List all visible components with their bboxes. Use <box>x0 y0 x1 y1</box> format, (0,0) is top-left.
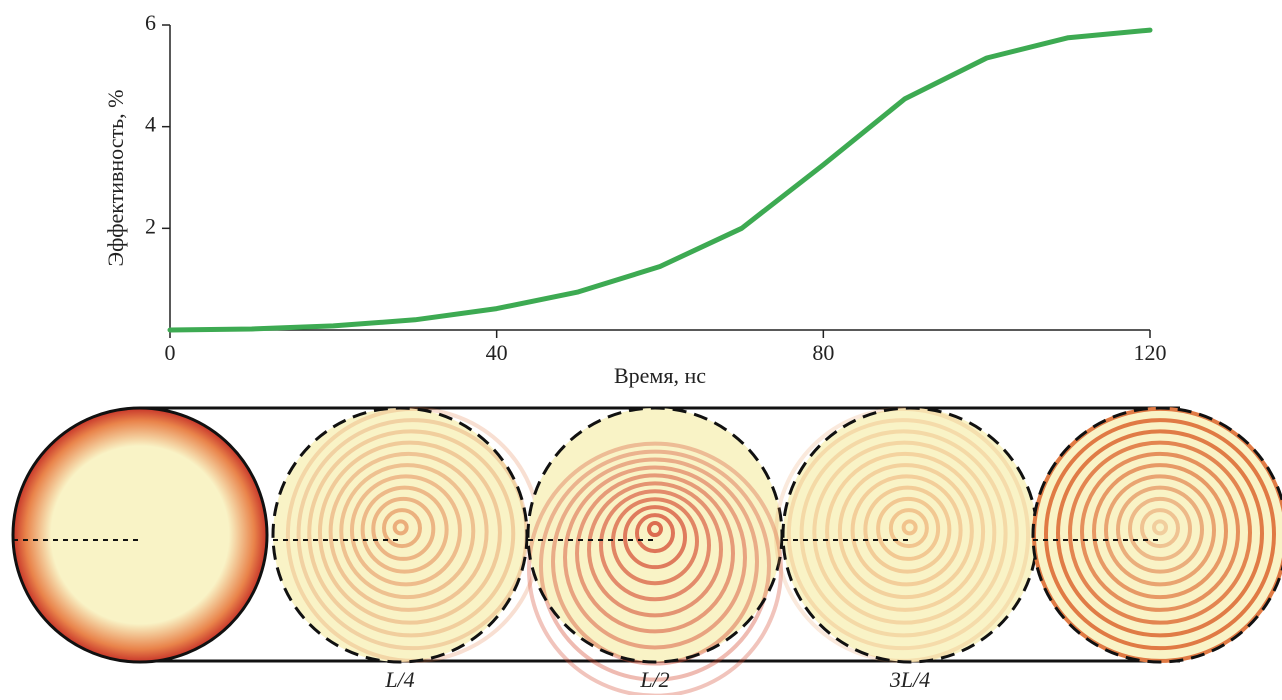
field-ring <box>888 508 929 549</box>
field-disk <box>783 408 1037 662</box>
panel-label: 3L/4 <box>889 667 930 692</box>
panel-label: L/4 <box>384 667 414 692</box>
field-ring <box>381 508 422 549</box>
field-ring <box>587 481 723 618</box>
x-tick-label: 80 <box>812 340 834 365</box>
y-tick-label: 2 <box>145 213 156 238</box>
field-ring <box>551 457 759 666</box>
y-tick-label: 4 <box>145 112 156 137</box>
field-ring <box>328 451 489 612</box>
field-ring <box>1044 418 1276 651</box>
field-ring <box>563 465 747 650</box>
field-ring <box>799 429 1008 638</box>
field-ring <box>876 496 941 561</box>
field-ring <box>539 449 771 682</box>
field-ring <box>307 429 516 638</box>
field-ring <box>349 474 462 587</box>
field-ring <box>812 440 997 625</box>
field-ring <box>1080 451 1240 612</box>
line <box>167 27 1153 333</box>
y-axis-label: Эффективность, % <box>103 90 128 267</box>
field-ring <box>611 497 699 586</box>
field-ring <box>317 440 502 625</box>
field-ring <box>863 485 952 574</box>
y-tick-label: 6 <box>145 10 156 35</box>
x-tick-label: 40 <box>486 340 508 365</box>
field-ring <box>901 519 918 536</box>
field-ring <box>825 451 986 612</box>
field-disk <box>13 408 267 662</box>
field-ring <box>339 463 476 600</box>
field-ring <box>1116 485 1204 574</box>
field-ring <box>360 485 449 574</box>
disk-outline <box>1031 406 1282 664</box>
field-ring <box>623 505 687 570</box>
field-ring <box>837 463 974 600</box>
field-panels <box>11 406 1282 698</box>
field-ring <box>575 473 735 634</box>
field-ring <box>647 521 663 538</box>
field-ring <box>635 513 675 554</box>
field-ring <box>599 489 711 602</box>
panel-label: L/2 <box>639 667 669 692</box>
field-ring <box>1140 508 1180 549</box>
x-tick-label: 120 <box>1134 340 1167 365</box>
x-tick-label: 0 <box>165 340 176 365</box>
field-ring <box>1128 496 1192 561</box>
x-axis-label: Время, нс <box>614 363 706 388</box>
field-ring <box>1104 474 1216 587</box>
field-ring <box>1092 463 1228 600</box>
field-ring <box>850 474 963 587</box>
field-ring <box>1056 429 1264 638</box>
field-ring <box>1068 440 1252 625</box>
field-ring <box>371 496 436 561</box>
field-ring <box>1152 519 1168 536</box>
disk-outline <box>11 406 269 664</box>
field-ring <box>786 418 1019 651</box>
field-ring <box>392 519 409 536</box>
